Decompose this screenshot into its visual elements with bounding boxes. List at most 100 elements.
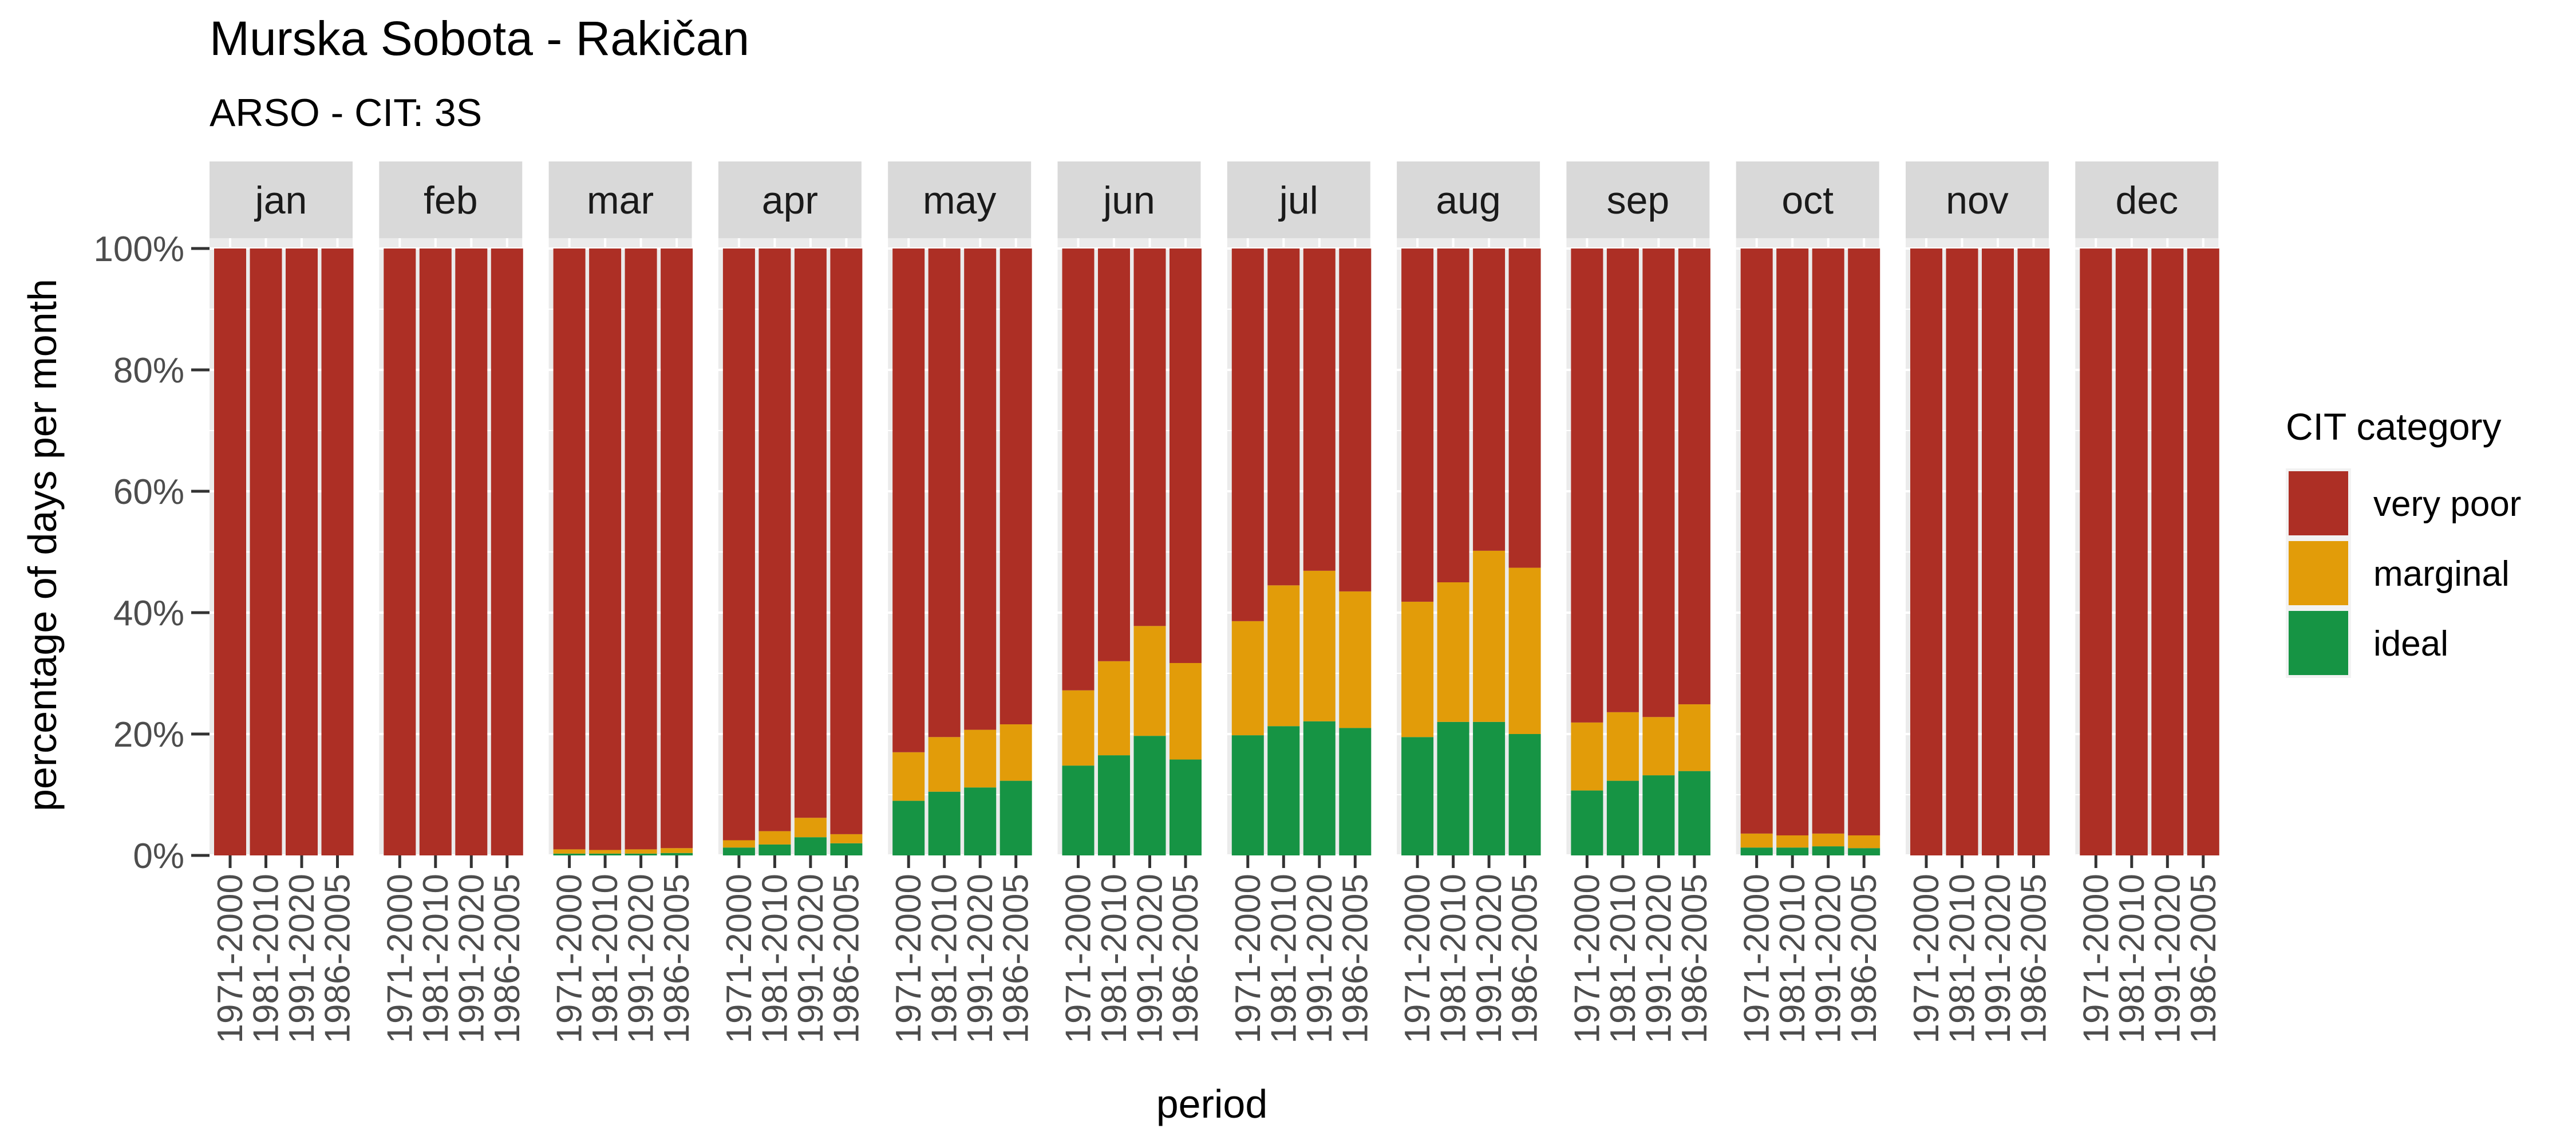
facet-label: may xyxy=(923,179,996,222)
bar-segment-very-poor xyxy=(1642,248,1675,717)
bar-segment-marginal xyxy=(1740,833,1773,848)
bar-segment-ideal xyxy=(625,853,657,855)
bar-segment-very-poor xyxy=(1740,248,1773,834)
bar-segment-very-poor xyxy=(2187,248,2219,855)
x-tick-label: 1986-2005 xyxy=(827,874,866,1044)
legend-key-swatch xyxy=(2289,611,2348,675)
facet-label: oct xyxy=(1781,179,1834,222)
x-tick-label: 1981-2010 xyxy=(1603,874,1643,1044)
bar-segment-very-poor xyxy=(625,248,657,850)
bar-segment-marginal xyxy=(625,849,657,854)
bar-segment-ideal xyxy=(1678,771,1710,855)
bar-segment-marginal xyxy=(1848,835,1880,849)
x-tick-label: 1971-2000 xyxy=(1737,874,1777,1044)
x-tick-label: 1971-2000 xyxy=(1907,874,1946,1044)
bar-segment-very-poor xyxy=(661,248,693,849)
bar-segment-marginal xyxy=(794,818,827,838)
x-tick-label: 1986-2005 xyxy=(318,874,358,1044)
bar-segment-ideal xyxy=(892,800,925,855)
bar-segment-marginal xyxy=(928,737,961,792)
x-tick-label: 1981-2010 xyxy=(2112,874,2152,1044)
x-tick-label: 1986-2005 xyxy=(1675,874,1714,1044)
bar-segment-very-poor xyxy=(722,248,755,841)
facet-label: mar xyxy=(587,179,654,222)
facet-label: jun xyxy=(1102,179,1155,222)
x-tick-label: 1981-2010 xyxy=(1264,874,1303,1044)
bar-segment-ideal xyxy=(1339,728,1372,855)
x-tick-label: 1971-2000 xyxy=(211,874,250,1044)
bar-segment-very-poor xyxy=(419,248,452,855)
bar-segment-marginal xyxy=(1098,661,1130,756)
facet-strip xyxy=(379,161,523,238)
bar-segment-marginal xyxy=(1606,712,1639,781)
legend-key-swatch xyxy=(2289,471,2348,535)
bar-segment-marginal xyxy=(999,724,1032,781)
x-tick-label: 1971-2000 xyxy=(380,874,420,1044)
bar-segment-marginal xyxy=(1508,567,1541,734)
x-tick-label: 1981-2010 xyxy=(755,874,795,1044)
bar-segment-marginal xyxy=(1776,835,1809,848)
bar-segment-marginal xyxy=(758,831,791,845)
bar-segment-marginal xyxy=(1303,570,1336,721)
facet-label: feb xyxy=(424,179,478,222)
bar-segment-ideal xyxy=(553,853,586,855)
bar-segment-very-poor xyxy=(1303,248,1336,571)
bar-segment-very-poor xyxy=(2017,248,2050,855)
facet-strip xyxy=(548,161,692,238)
bar-segment-ideal xyxy=(1133,736,1166,855)
x-tick-label: 1991-2020 xyxy=(1131,874,1170,1044)
facet-strip xyxy=(1906,161,2049,238)
x-tick-label: 1986-2005 xyxy=(657,874,697,1044)
bar-segment-very-poor xyxy=(321,248,354,855)
bar-segment-very-poor xyxy=(794,248,827,818)
bar-segment-marginal xyxy=(1678,704,1710,771)
bar-segment-very-poor xyxy=(1170,248,1202,663)
y-tick-label: 60% xyxy=(113,472,184,512)
y-axis-title: percentage of days per month xyxy=(20,279,65,811)
facet-strip xyxy=(1397,161,1540,238)
bar-segment-very-poor xyxy=(491,248,523,855)
bar-segment-marginal xyxy=(1170,662,1202,760)
bar-segment-ideal xyxy=(928,791,961,855)
bar-segment-marginal xyxy=(1571,722,1603,791)
chart-subtitle: ARSO - CIT: 3S xyxy=(210,91,482,135)
bar-segment-ideal xyxy=(1571,790,1603,855)
bar-segment-marginal xyxy=(722,840,755,848)
bar-segment-ideal xyxy=(1401,737,1434,855)
bar-segment-very-poor xyxy=(384,248,416,855)
bar-segment-marginal xyxy=(661,848,693,853)
x-tick-label: 1991-2020 xyxy=(1639,874,1678,1044)
bar-segment-marginal xyxy=(1231,621,1264,736)
facet-strip xyxy=(210,161,353,238)
x-tick-label: 1991-2020 xyxy=(282,874,322,1044)
x-tick-label: 1991-2020 xyxy=(452,874,491,1044)
bar-segment-very-poor xyxy=(830,248,863,834)
bar-segment-ideal xyxy=(999,780,1032,855)
x-tick-label: 1971-2000 xyxy=(1398,874,1437,1044)
bar-segment-very-poor xyxy=(250,248,282,855)
legend-title: CIT category xyxy=(2286,405,2502,448)
x-tick-label: 1971-2000 xyxy=(1567,874,1607,1044)
bar-segment-marginal xyxy=(553,849,586,854)
x-tick-label: 1981-2010 xyxy=(925,874,965,1044)
x-tick-label: 1981-2010 xyxy=(247,874,286,1044)
facet-strip xyxy=(718,161,862,238)
bar-segment-marginal xyxy=(964,729,997,788)
bar-segment-ideal xyxy=(1606,780,1639,855)
bar-segment-ideal xyxy=(830,843,863,855)
legend-item-label: marginal xyxy=(2373,554,2510,594)
facet-label: jan xyxy=(254,179,307,222)
x-tick-label: 1981-2010 xyxy=(1095,874,1134,1044)
facet-strip xyxy=(1566,161,1710,238)
bar-segment-ideal xyxy=(1062,766,1095,855)
bar-segment-very-poor xyxy=(1812,248,1844,834)
bar-segment-ideal xyxy=(1303,721,1336,855)
bar-segment-very-poor xyxy=(1098,248,1130,661)
bar-segment-very-poor xyxy=(214,248,246,855)
bar-segment-very-poor xyxy=(1133,248,1166,626)
bar-segment-very-poor xyxy=(928,248,961,737)
x-tick-label: 1981-2010 xyxy=(1773,874,1812,1044)
bar-segment-ideal xyxy=(1848,848,1880,855)
bar-segment-very-poor xyxy=(1508,248,1541,568)
